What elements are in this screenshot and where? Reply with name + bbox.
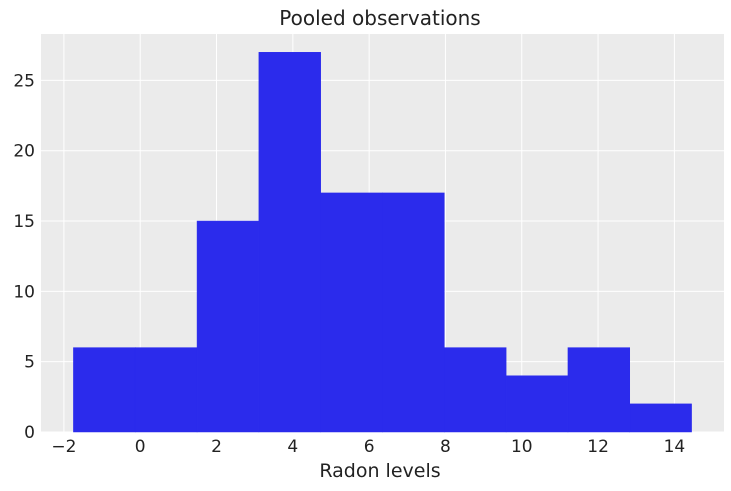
x-tick-labels: −2 0 2 4 6 8 10 12 14: [51, 437, 685, 457]
histogram-bar: [196, 220, 260, 433]
histogram-bar: [629, 403, 692, 433]
histogram-bar: [134, 347, 198, 433]
histogram-bar: [320, 192, 383, 433]
y-tick-label: 15: [13, 212, 35, 232]
y-tick-label: 20: [13, 142, 35, 162]
x-axis-label: Radon levels: [319, 460, 440, 482]
histogram-bar: [73, 347, 136, 433]
x-tick-label: 12: [587, 437, 609, 457]
histogram-bar: [505, 375, 569, 433]
x-tick-label: 0: [135, 437, 146, 457]
histogram-bar: [258, 52, 321, 433]
x-tick-label: −2: [51, 437, 76, 457]
x-tick-label: 8: [440, 437, 451, 457]
x-tick-label: 2: [211, 437, 222, 457]
y-tick-label: 10: [13, 282, 35, 302]
histogram-bar: [567, 347, 631, 433]
y-tick-label: 25: [13, 71, 35, 91]
histogram-bar: [444, 347, 507, 433]
x-tick-label: 6: [364, 437, 375, 457]
y-tick-labels: 0 5 10 15 20 25: [13, 71, 35, 443]
y-tick-label: 0: [24, 423, 35, 443]
x-tick-label: 10: [511, 437, 533, 457]
x-tick-label: 14: [664, 437, 686, 457]
histogram-bars: [73, 52, 692, 433]
y-tick-label: 5: [24, 353, 35, 373]
chart-title: Pooled observations: [279, 6, 480, 30]
x-tick-label: 4: [287, 437, 298, 457]
histogram-bar: [382, 192, 445, 433]
